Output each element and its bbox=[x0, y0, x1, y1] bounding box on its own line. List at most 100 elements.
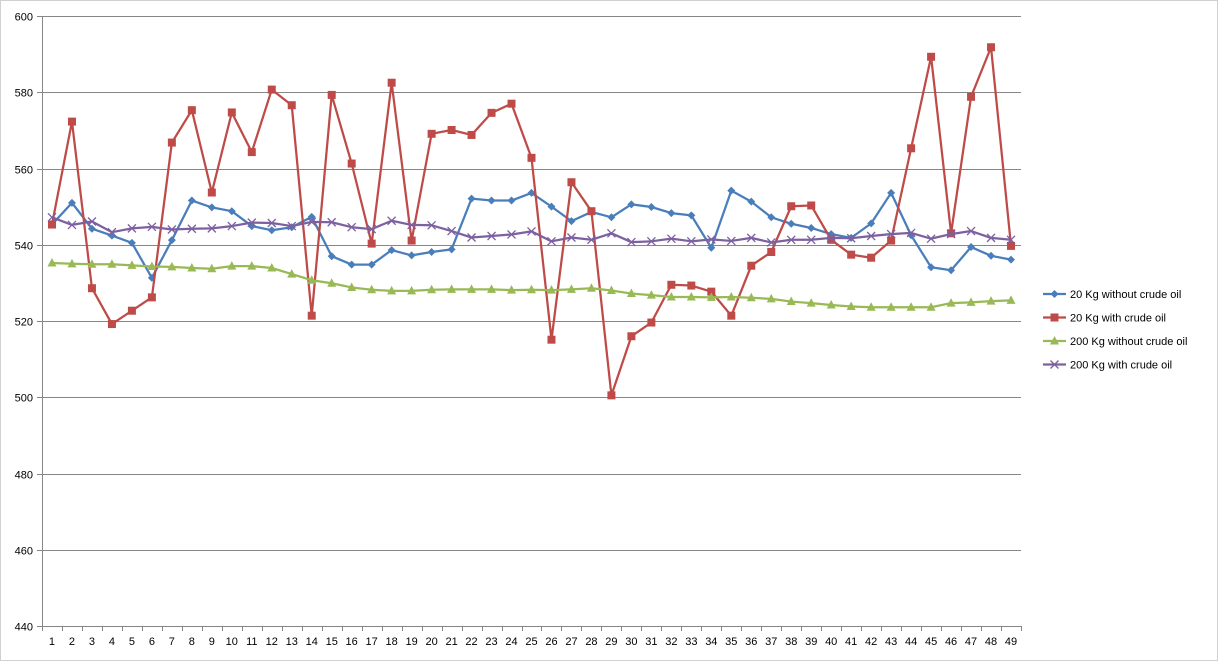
data-point bbox=[646, 290, 656, 299]
data-point-cross bbox=[527, 226, 536, 236]
data-point bbox=[826, 299, 836, 309]
data-point bbox=[527, 226, 536, 236]
x-tick-label: 7 bbox=[169, 636, 175, 648]
data-point-cross bbox=[626, 237, 636, 247]
data-point bbox=[926, 302, 936, 311]
data-point bbox=[307, 275, 317, 284]
data-point bbox=[966, 226, 976, 236]
data-point bbox=[167, 138, 176, 147]
data-point bbox=[87, 284, 96, 293]
data-point bbox=[327, 217, 337, 227]
data-point bbox=[986, 233, 996, 243]
legend-label: 200 Kg without crude oil bbox=[1070, 336, 1187, 348]
data-point bbox=[867, 219, 876, 228]
data-point bbox=[427, 247, 436, 256]
data-point bbox=[947, 266, 956, 275]
data-point bbox=[786, 296, 796, 306]
y-tick-label: 460 bbox=[15, 546, 33, 558]
x-tick-label: 24 bbox=[505, 636, 517, 648]
data-point bbox=[187, 106, 196, 115]
data-point bbox=[786, 235, 796, 245]
x-tick-label: 25 bbox=[525, 636, 537, 648]
data-point bbox=[487, 231, 497, 241]
data-point bbox=[746, 292, 756, 302]
data-point bbox=[87, 259, 97, 268]
data-point bbox=[207, 223, 217, 233]
data-point bbox=[1050, 336, 1059, 345]
data-point bbox=[167, 261, 177, 271]
data-point bbox=[846, 301, 856, 311]
data-point bbox=[647, 203, 656, 212]
data-point bbox=[407, 236, 416, 245]
data-point bbox=[467, 130, 476, 139]
x-tick-label: 23 bbox=[485, 636, 497, 648]
data-point bbox=[686, 291, 696, 301]
data-point bbox=[967, 243, 976, 252]
data-point-cross bbox=[347, 222, 357, 232]
data-point-cross bbox=[507, 229, 516, 239]
data-point bbox=[267, 218, 277, 228]
data-point-cross bbox=[966, 226, 976, 236]
data-point bbox=[287, 269, 297, 278]
data-point bbox=[147, 293, 156, 302]
data-point bbox=[806, 298, 816, 307]
data-point bbox=[67, 117, 76, 126]
data-point bbox=[707, 287, 716, 296]
data-point bbox=[167, 236, 176, 245]
data-point bbox=[606, 228, 616, 238]
x-tick-label: 1 bbox=[49, 636, 55, 648]
x-tick-label: 4 bbox=[109, 636, 115, 648]
data-point bbox=[167, 225, 177, 234]
data-point-cross bbox=[666, 234, 676, 244]
data-point bbox=[447, 284, 457, 293]
data-point bbox=[547, 236, 556, 246]
y-tick-label: 480 bbox=[15, 470, 33, 482]
data-point-cross bbox=[726, 236, 736, 246]
data-point-cross bbox=[467, 233, 477, 242]
data-point bbox=[807, 223, 816, 232]
data-point bbox=[726, 236, 736, 246]
data-point bbox=[247, 218, 257, 228]
data-point bbox=[507, 196, 516, 205]
data-point bbox=[927, 263, 936, 272]
data-point bbox=[726, 291, 736, 301]
legend-label: 20 Kg without crude oil bbox=[1070, 289, 1181, 301]
data-point bbox=[687, 281, 696, 290]
data-point bbox=[626, 237, 636, 247]
data-point bbox=[826, 233, 836, 243]
data-point bbox=[627, 200, 636, 209]
x-tick-label: 11 bbox=[246, 636, 257, 648]
x-tick-label: 19 bbox=[405, 636, 417, 648]
data-point bbox=[347, 260, 356, 269]
data-point bbox=[347, 159, 356, 168]
x-tick-label: 28 bbox=[585, 636, 597, 648]
data-point bbox=[407, 220, 417, 230]
data-point bbox=[227, 207, 236, 216]
x-tick-label: 20 bbox=[425, 636, 437, 648]
data-point bbox=[906, 302, 916, 311]
x-axis-tick-labels: 1 2 3 4 5 6 7 8 9 10 11 12 13 14 15 16 17 18 19 20 21 22 23 24 2… bbox=[49, 636, 1017, 648]
legend-item-1: 20 Kg without crude oil bbox=[1043, 289, 1181, 301]
data-point bbox=[767, 213, 776, 222]
data-point-cross bbox=[1006, 235, 1016, 245]
data-point bbox=[686, 236, 696, 246]
legend-label: 200 Kg with crude oil bbox=[1070, 360, 1172, 372]
data-point bbox=[727, 311, 736, 320]
data-point-cross bbox=[866, 231, 876, 241]
data-point bbox=[107, 320, 116, 329]
legend: 20 Kg without crude oil 20 Kg with crude … bbox=[1043, 289, 1187, 372]
data-point bbox=[747, 197, 756, 206]
data-point bbox=[467, 194, 476, 203]
data-point bbox=[626, 288, 636, 298]
x-tick-label: 35 bbox=[725, 636, 737, 648]
data-point-cross bbox=[846, 233, 856, 243]
data-point bbox=[487, 196, 496, 205]
x-tick-label: 26 bbox=[545, 636, 557, 648]
data-point bbox=[527, 188, 536, 197]
data-point-cross bbox=[986, 233, 996, 243]
data-point bbox=[387, 246, 396, 255]
data-point bbox=[67, 258, 77, 268]
series-2 bbox=[47, 43, 1016, 400]
x-tick-label: 38 bbox=[785, 636, 797, 648]
data-point bbox=[347, 222, 357, 232]
